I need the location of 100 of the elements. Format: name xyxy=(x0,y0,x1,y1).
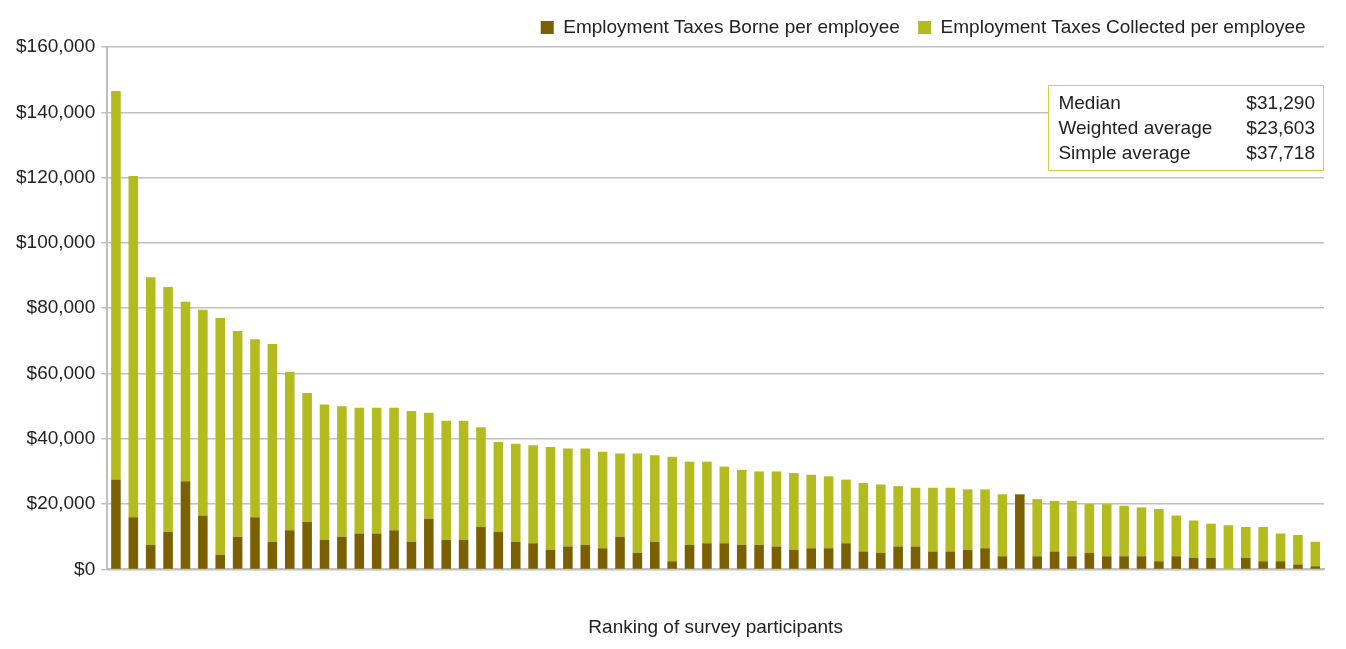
bar xyxy=(215,554,226,569)
annotation: $37,718 xyxy=(1246,142,1315,164)
bar xyxy=(597,548,608,569)
bar xyxy=(1101,504,1112,557)
bar xyxy=(823,548,834,569)
bar xyxy=(754,544,764,569)
y-tick-label: $60,000 xyxy=(26,361,96,383)
bar xyxy=(650,541,660,569)
bar xyxy=(580,544,591,569)
bar xyxy=(319,404,330,541)
bar xyxy=(997,494,1008,557)
bar xyxy=(1275,561,1286,569)
bar xyxy=(910,487,921,547)
bar xyxy=(771,471,782,547)
bar xyxy=(667,456,677,562)
bar xyxy=(1241,526,1251,558)
bar xyxy=(337,406,347,537)
bar xyxy=(493,531,504,569)
x-axis-title: Ranking of survey participants xyxy=(588,615,843,637)
bar xyxy=(684,461,695,545)
bar xyxy=(354,407,365,534)
bar xyxy=(597,451,608,549)
bar xyxy=(1015,494,1025,569)
legend-label: Employment Taxes Borne per employee xyxy=(563,15,900,37)
bar xyxy=(910,546,921,569)
bar xyxy=(632,453,643,554)
bar xyxy=(1154,509,1164,562)
bar xyxy=(145,277,156,545)
bar xyxy=(615,453,625,537)
bar xyxy=(458,420,469,541)
bar xyxy=(302,522,312,569)
bar xyxy=(632,553,643,569)
legend-label: Employment Taxes Collected per employee xyxy=(940,15,1306,37)
bar xyxy=(841,479,851,544)
bar xyxy=(441,420,451,541)
bar xyxy=(1293,564,1303,569)
bar xyxy=(1136,556,1147,569)
bar xyxy=(284,371,295,531)
bar xyxy=(111,479,121,569)
bar xyxy=(128,175,139,518)
bar xyxy=(1032,556,1042,569)
annotation: $23,603 xyxy=(1246,117,1315,139)
bar xyxy=(875,553,886,569)
bar xyxy=(510,541,521,569)
bar xyxy=(823,476,834,549)
bar xyxy=(510,443,521,542)
bar xyxy=(545,549,556,569)
annotation: Weighted average xyxy=(1058,117,1213,139)
bar xyxy=(1310,541,1321,567)
bar xyxy=(806,548,817,569)
bar xyxy=(476,526,486,569)
bar xyxy=(997,556,1008,569)
bar xyxy=(232,331,243,537)
bar xyxy=(1258,561,1268,569)
bar xyxy=(1032,499,1042,557)
bar xyxy=(1258,526,1268,562)
bar xyxy=(945,551,956,569)
bar xyxy=(406,411,417,542)
bar xyxy=(771,546,782,569)
bar xyxy=(267,541,278,569)
bar xyxy=(250,517,260,569)
bar xyxy=(232,536,243,569)
bar xyxy=(545,446,556,550)
bar xyxy=(493,442,504,532)
bar xyxy=(528,445,538,544)
annotation: Median xyxy=(1058,92,1122,114)
bar xyxy=(580,448,591,545)
annotation: Simple average xyxy=(1058,142,1192,164)
bar xyxy=(1293,535,1303,565)
bar xyxy=(145,544,156,569)
bar xyxy=(1188,557,1199,569)
bar xyxy=(736,544,747,569)
bar xyxy=(1223,525,1234,569)
bar xyxy=(128,517,139,569)
bar xyxy=(702,543,712,569)
bar xyxy=(302,393,312,523)
bar xyxy=(441,540,451,569)
bar xyxy=(754,471,764,545)
y-tick-label: $120,000 xyxy=(16,165,96,187)
bar xyxy=(528,543,538,569)
bar xyxy=(980,548,990,569)
bar xyxy=(371,407,382,534)
bar xyxy=(945,487,956,552)
bar xyxy=(1188,520,1199,558)
bar xyxy=(1136,507,1147,557)
bar xyxy=(1171,515,1182,557)
bar xyxy=(424,412,434,519)
bar xyxy=(215,318,226,555)
bar xyxy=(1067,556,1077,569)
bar xyxy=(1049,551,1060,569)
bar xyxy=(719,466,730,544)
bar xyxy=(389,407,399,531)
bar xyxy=(1275,533,1286,562)
annotation: $31,290 xyxy=(1246,92,1315,114)
bar xyxy=(1084,504,1095,554)
y-tick-label: $0 xyxy=(74,557,96,579)
bar xyxy=(563,448,573,547)
bar xyxy=(319,540,330,569)
bar xyxy=(424,518,434,569)
bar xyxy=(875,484,886,554)
